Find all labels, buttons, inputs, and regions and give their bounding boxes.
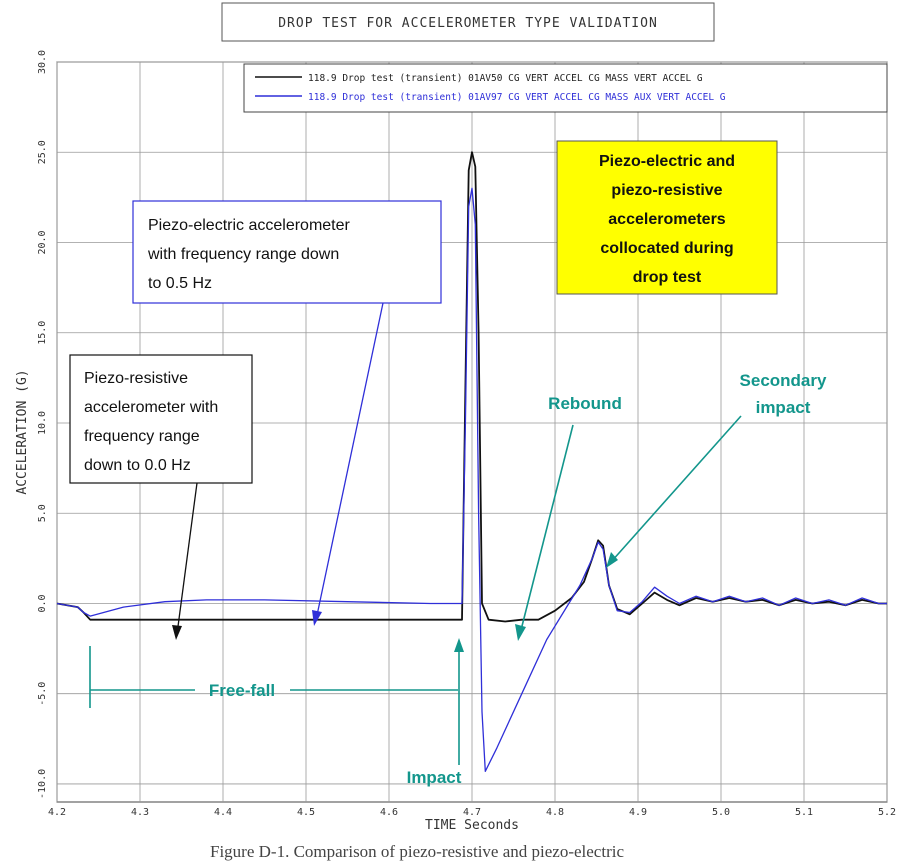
- x-tick-label: 4.4: [214, 807, 232, 818]
- piezo-electric-line-3: to 0.5 Hz: [148, 275, 212, 292]
- title-box: [221, 2, 715, 42]
- rebound-annotation: Rebound: [515, 394, 622, 641]
- piezo-resistive-annotation: Piezo-resistive accelerometer with frequ…: [69, 354, 253, 640]
- free-fall-annotation: Free-fall: [89, 646, 458, 708]
- x-tick-label: 5.2: [878, 807, 896, 818]
- piezo-electric-arrow: [315, 302, 384, 621]
- piezo-resistive-line-2: accelerometer with: [84, 399, 218, 416]
- piezo-electric-line-1: Piezo-electric accelerometer: [148, 217, 351, 234]
- yellow-line-5: drop test: [633, 269, 702, 286]
- x-tick-label: 4.8: [546, 807, 564, 818]
- x-tick-labels: 4.2 4.3 4.4 4.5 4.6 4.7 4.8 4.9 5.0 5.1 5.2: [48, 807, 896, 818]
- piezo-resistive-arrow: [176, 482, 198, 635]
- x-tick-label: 4.3: [131, 807, 149, 818]
- legend-box: [243, 63, 888, 113]
- x-tick-label: 4.5: [297, 807, 315, 818]
- yellow-box: [556, 140, 778, 295]
- free-fall-label: Free-fall: [209, 681, 275, 700]
- y-tick-label: 15.0: [37, 321, 48, 345]
- impact-label: Impact: [407, 768, 462, 787]
- yellow-line-2: piezo-resistive: [611, 182, 722, 199]
- y-tick-label: 20.0: [37, 230, 48, 254]
- impact-annotation: Impact: [407, 638, 464, 787]
- y-tick-label: 30.0: [37, 50, 48, 74]
- piezo-electric-line-2: with frequency range down: [147, 246, 339, 263]
- piezo-resistive-line-1: Piezo-resistive: [84, 370, 188, 387]
- x-tick-label: 4.6: [380, 807, 398, 818]
- piezo-electric-box: [132, 200, 442, 304]
- y-axis-label: ACCELERATION (G): [15, 369, 30, 494]
- y-tick-label: 25.0: [37, 140, 48, 164]
- secondary-impact-line-2: impact: [756, 398, 811, 417]
- series-line-piezo-electric: [56, 187, 887, 772]
- legend-entry-blue: 118.9 Drop test (transient) 01AV97 CG VE…: [308, 92, 726, 103]
- series-group: [56, 151, 887, 772]
- x-tick-label: 5.1: [795, 807, 813, 818]
- figure-caption: Figure D-1. Comparison of piezo-resistiv…: [210, 842, 625, 861]
- piezo-resistive-box: [69, 354, 253, 484]
- y-tick-label: 0.0: [37, 594, 48, 612]
- yellow-line-4: collocated during: [600, 240, 733, 257]
- x-tick-label: 4.9: [629, 807, 647, 818]
- collocated-annotation: Piezo-electric and piezo-resistive accel…: [556, 140, 778, 295]
- y-tick-label: 10.0: [37, 411, 48, 435]
- y-tick-label: -5.0: [37, 682, 48, 706]
- legend: 118.9 Drop test (transient) 01AV50 CG VE…: [243, 63, 888, 113]
- secondary-impact-annotation: Secondary impact: [606, 371, 827, 568]
- chart-title: DROP TEST FOR ACCELEROMETER TYPE VALIDAT…: [278, 16, 658, 31]
- piezo-electric-arrowhead: [312, 610, 322, 626]
- x-tick-label: 4.2: [48, 807, 66, 818]
- impact-arrowhead: [454, 638, 464, 652]
- piezo-resistive-line-3: frequency range: [84, 428, 200, 445]
- rebound-arrow: [519, 424, 574, 635]
- legend-entry-black: 118.9 Drop test (transient) 01AV50 CG VE…: [308, 73, 703, 84]
- x-axis-label: TIME Seconds: [425, 818, 519, 833]
- rebound-arrowhead: [515, 624, 526, 641]
- x-tick-label: 5.0: [712, 807, 730, 818]
- x-tick-label: 4.7: [463, 807, 481, 818]
- secondary-impact-line-1: Secondary: [740, 371, 827, 390]
- yellow-line-1: Piezo-electric and: [599, 153, 735, 170]
- yellow-line-3: accelerometers: [608, 211, 726, 228]
- y-tick-labels: -10.0 -5.0 0.0 5.0 10.0 15.0 20.0 25.0 30.0: [37, 50, 48, 799]
- piezo-resistive-arrowhead: [172, 625, 182, 640]
- piezo-electric-annotation: Piezo-electric accelerometer with freque…: [132, 200, 442, 626]
- secondary-impact-arrow: [610, 415, 742, 563]
- piezo-resistive-line-4: down to 0.0 Hz: [84, 457, 191, 474]
- y-tick-label: -10.0: [37, 769, 48, 799]
- rebound-label: Rebound: [548, 394, 622, 413]
- secondary-impact-arrowhead: [606, 552, 618, 568]
- y-tick-label: 5.0: [37, 504, 48, 522]
